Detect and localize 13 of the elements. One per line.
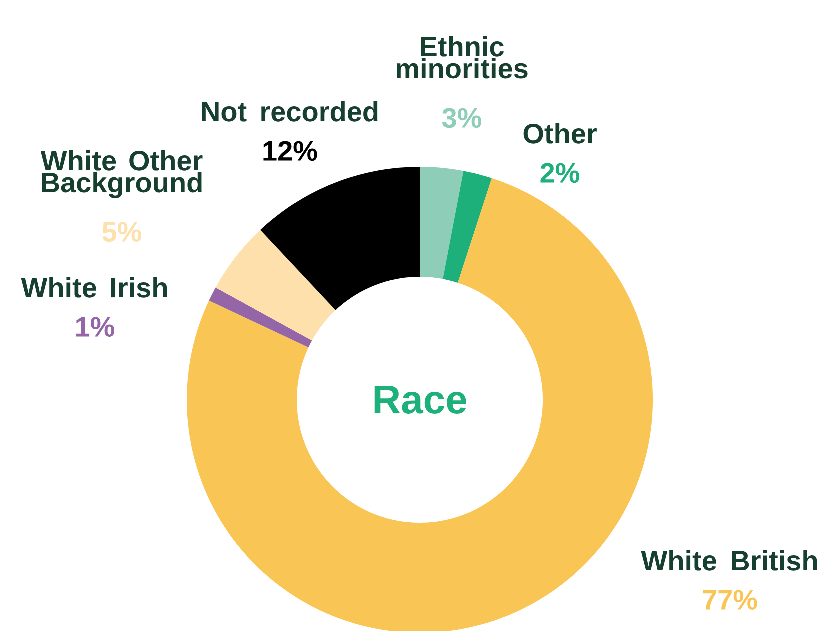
slice-label: Other [524,123,597,144]
data-label: 2% [540,163,580,184]
slice-label: Not recorded [202,101,378,122]
data-label: 12% [264,141,318,162]
data-label: 77% [703,590,758,610]
data-label: 1% [76,317,114,337]
data-label: 3% [442,108,482,128]
text: Race [374,386,466,414]
data-label: 5% [102,222,142,242]
slice-label: Ethnic minorities [396,36,528,79]
slice-label: White Other Background [40,150,203,198]
slice-label: White British [641,550,818,571]
slice-label: White Irish [21,277,168,298]
